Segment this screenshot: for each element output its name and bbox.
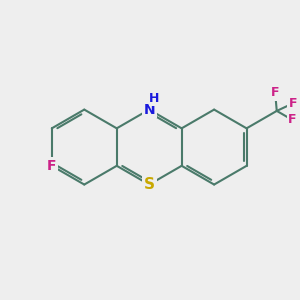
Text: F: F [288, 113, 297, 127]
Text: F: F [271, 86, 279, 99]
Text: F: F [47, 159, 57, 173]
Text: H: H [149, 92, 160, 105]
Text: F: F [289, 97, 298, 110]
Text: S: S [144, 177, 155, 192]
Text: N: N [143, 103, 155, 117]
